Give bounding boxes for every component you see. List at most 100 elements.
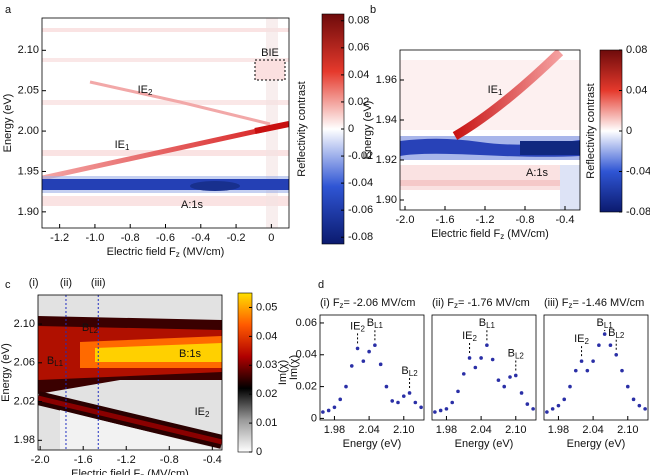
peak-label-part: L2 <box>615 331 624 340</box>
colorbar-tick-label: 0 <box>348 123 354 135</box>
x-tick-label: -0.2 <box>227 232 246 244</box>
colorbar-tick-label: 0.02 <box>256 388 277 400</box>
cut-label: (iii) <box>91 277 106 289</box>
subplot-title: (i) Fz= -2.06 MV/cm <box>320 297 415 310</box>
heatmap-c <box>38 295 222 450</box>
cut-label: (ii) <box>60 277 72 289</box>
annotation-part: 2 <box>205 410 210 419</box>
subplot-title: (iii) Fz= -1.46 MV/cm <box>544 297 644 310</box>
x-tick-label: -0.8 <box>516 214 535 226</box>
data-point <box>490 357 495 362</box>
colorbar-tick-label: 0.08 <box>626 44 647 56</box>
data-point <box>602 332 607 336</box>
x-axis-label-part: (MV/cm) <box>504 228 549 240</box>
colorbar-tick-label: 0.08 <box>348 15 369 27</box>
annotation-part: IE <box>488 84 498 96</box>
data-point <box>355 346 360 351</box>
data-point <box>396 400 400 405</box>
y-tick-label: 1.95 <box>18 165 39 177</box>
peak-label: BL1 <box>367 317 384 330</box>
x-axis-label: Energy (eV) <box>567 438 626 450</box>
plot-frame <box>431 314 537 421</box>
data-point <box>344 384 348 389</box>
y-tick-label: 1.92 <box>376 154 397 166</box>
x-tick-label: -2.0 <box>396 214 415 226</box>
colorbar <box>237 292 253 453</box>
peak-label-part: B <box>597 317 604 329</box>
x-tick-label: -1.2 <box>50 232 69 244</box>
x-tick-label: 2.04 <box>582 424 603 436</box>
peak-label-part: IE <box>462 330 472 342</box>
annotation: IE1 <box>488 84 503 97</box>
colorbar-tick-label: -0.08 <box>348 231 373 243</box>
data-point <box>485 343 489 348</box>
x-axis-label-part: z <box>176 250 180 259</box>
y-tick-label: 2.06 <box>14 357 35 369</box>
data-point <box>467 356 472 360</box>
y-tick-label: 0.06 <box>296 317 317 329</box>
x-tick-label: -0.4 <box>191 232 210 244</box>
data-point <box>407 391 412 395</box>
subplot-title-part: z <box>454 301 458 310</box>
colorbar-tick-label: 0.03 <box>256 359 277 371</box>
y-tick-label: 0.02 <box>296 380 317 392</box>
x-tick-label: -0.4 <box>203 454 222 466</box>
data-point <box>608 343 613 348</box>
annotation: IE1 <box>115 139 130 152</box>
annotation-part: IE <box>195 406 205 418</box>
peak-label-part: 2 <box>585 337 590 346</box>
subplot-title-part: (i) F <box>320 297 340 309</box>
y-tick-label: 2.02 <box>14 395 35 407</box>
data-point <box>545 410 549 414</box>
x-tick-label: -0.8 <box>121 232 140 244</box>
annotation-part: A:1s <box>181 199 204 211</box>
data-point <box>361 359 366 363</box>
x-tick-label: -1.2 <box>117 454 136 466</box>
peak-label-part: B <box>508 347 515 359</box>
data-point <box>401 394 406 398</box>
annotation-part: B:1s <box>179 348 202 360</box>
peak-label: IE2 <box>462 330 477 343</box>
data-point <box>321 410 325 414</box>
peak-label: BL2 <box>401 365 418 378</box>
data-point <box>620 368 624 373</box>
data-point <box>550 407 555 411</box>
y-axis-label: Energy (eV) <box>2 94 14 153</box>
colorbar-tick-label: 0 <box>626 125 632 137</box>
y-tick-label: 1.96 <box>376 74 397 86</box>
colorbar-tick-label: -0.02 <box>348 150 373 162</box>
annotation: B:1s <box>179 348 202 360</box>
x-axis-label-part: z <box>140 472 144 475</box>
y-tick-label: 1.94 <box>376 114 397 126</box>
plot-frame <box>37 294 223 451</box>
colorbar-tick-label: -0.04 <box>348 177 373 189</box>
x-axis-label: Energy (eV) <box>455 438 514 450</box>
colorbar-tick-label: 0.05 <box>256 301 277 313</box>
annotation-part: A:1s <box>526 167 549 179</box>
x-axis-label-part: Electric field F <box>71 468 140 475</box>
peak-label-part: B <box>608 327 615 339</box>
subplot-title-part: (ii) F <box>432 297 454 309</box>
annotation-part: BIE <box>261 47 279 59</box>
data-point <box>585 368 590 373</box>
data-point <box>496 378 501 383</box>
colorbar-tick-label: 0.04 <box>256 330 277 342</box>
data-point <box>390 399 395 403</box>
y-axis-label: Im(χ) <box>288 355 300 380</box>
x-axis-label: Electric field Fz (MV/cm) <box>431 228 549 241</box>
data-point <box>519 391 524 395</box>
x-tick-label: 2.04 <box>470 424 491 436</box>
subplot-title: (ii) Fz= -1.76 MV/cm <box>432 297 530 310</box>
colorbar-tick-label: -0.06 <box>348 204 373 216</box>
annotation-part: L2 <box>89 326 98 335</box>
y-tick-label: 0 <box>311 412 317 424</box>
annotation: A:1s <box>526 167 549 179</box>
x-tick-label: -0.6 <box>156 232 175 244</box>
x-tick-label: -1.2 <box>476 214 495 226</box>
plot-frame <box>399 49 581 211</box>
heatmap-b <box>400 50 580 210</box>
heatmap-a <box>42 18 289 228</box>
data-point <box>326 408 331 413</box>
x-tick-label: 2.10 <box>617 424 638 436</box>
